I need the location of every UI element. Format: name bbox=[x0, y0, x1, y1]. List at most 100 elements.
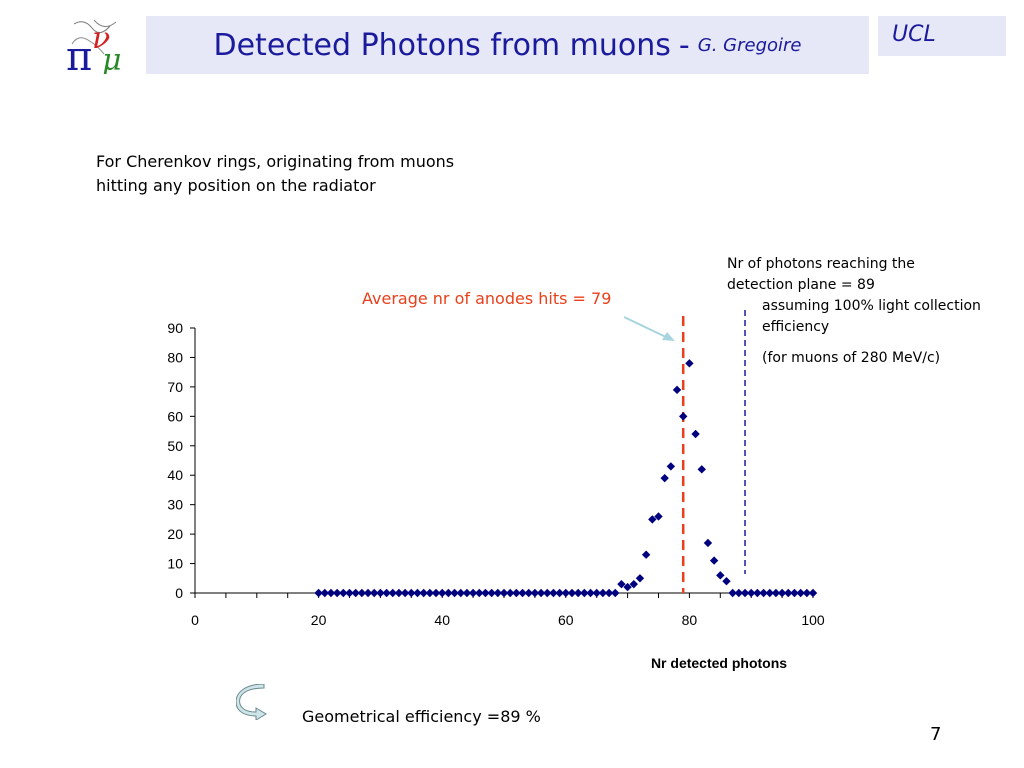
data-point bbox=[413, 588, 422, 598]
geometrical-efficiency: Geometrical efficiency =89 % bbox=[302, 707, 541, 726]
data-point bbox=[716, 571, 725, 580]
data-point bbox=[759, 588, 768, 598]
x-tick-label: 60 bbox=[558, 612, 574, 628]
x-tick-label: 0 bbox=[191, 612, 199, 628]
data-point bbox=[635, 574, 645, 583]
page-title: Detected Photons from muons bbox=[213, 27, 671, 63]
data-point bbox=[796, 588, 805, 598]
data-point bbox=[468, 588, 478, 598]
data-point bbox=[734, 588, 744, 598]
y-tick-label: 50 bbox=[167, 438, 183, 454]
data-point bbox=[363, 588, 373, 598]
title-banner: Detected Photons from muons - G. Gregoir… bbox=[146, 16, 869, 74]
data-point bbox=[765, 588, 774, 598]
data-point bbox=[425, 588, 435, 598]
data-point bbox=[561, 588, 570, 598]
y-tick-label: 60 bbox=[167, 408, 183, 424]
institution-badge: UCL bbox=[878, 16, 1006, 56]
reference-lines bbox=[681, 310, 746, 593]
data-point bbox=[641, 550, 651, 559]
data-point bbox=[802, 588, 812, 598]
data-point bbox=[617, 579, 626, 589]
data-point bbox=[400, 588, 410, 598]
data-point bbox=[394, 588, 404, 598]
data-point bbox=[512, 588, 521, 598]
x-tick-label: 80 bbox=[682, 612, 698, 628]
data-point bbox=[320, 588, 329, 598]
data-point bbox=[598, 588, 608, 598]
data-point bbox=[691, 429, 700, 439]
curved-arrow-icon[interactable] bbox=[236, 684, 270, 720]
data-point bbox=[666, 462, 676, 471]
data-point bbox=[536, 588, 546, 598]
data-point bbox=[499, 588, 509, 598]
data-point bbox=[475, 588, 484, 598]
data-point bbox=[407, 588, 416, 598]
data-point bbox=[493, 588, 503, 598]
data-point bbox=[524, 588, 533, 598]
data-point bbox=[703, 538, 713, 548]
data-point bbox=[555, 588, 564, 598]
data-point bbox=[740, 588, 750, 598]
y-tick-label: 40 bbox=[167, 467, 183, 483]
y-tick-label: 20 bbox=[167, 526, 183, 542]
data-point bbox=[611, 588, 620, 598]
data-point bbox=[444, 588, 453, 598]
data-point bbox=[654, 512, 663, 521]
svg-text:ν: ν bbox=[92, 21, 110, 56]
svg-text:μ: μ bbox=[102, 43, 122, 74]
y-tick-label: 80 bbox=[167, 349, 183, 365]
data-point bbox=[326, 588, 336, 598]
data-point bbox=[623, 582, 632, 592]
data-point bbox=[419, 588, 428, 598]
data-point bbox=[505, 588, 515, 598]
data-point bbox=[487, 588, 496, 598]
data-point bbox=[388, 588, 397, 598]
y-tick-label: 10 bbox=[167, 556, 183, 572]
chart-axes bbox=[194, 328, 813, 594]
data-point bbox=[784, 588, 793, 598]
description-line: For Cherenkov rings, originating from mu… bbox=[96, 152, 455, 171]
data-point bbox=[530, 588, 540, 598]
data-point bbox=[431, 588, 441, 598]
data-point bbox=[685, 359, 694, 368]
data-point bbox=[586, 588, 595, 598]
note-photons-reaching: Nr of photons reaching the detection pla… bbox=[727, 256, 915, 293]
data-point bbox=[629, 579, 638, 589]
x-tick-label: 40 bbox=[434, 612, 450, 628]
data-point bbox=[747, 588, 756, 598]
data-point bbox=[357, 588, 367, 598]
data-point bbox=[808, 588, 818, 598]
data-point bbox=[549, 588, 558, 598]
data-point bbox=[592, 588, 601, 598]
svg-text:π: π bbox=[66, 34, 92, 74]
data-point bbox=[345, 588, 354, 598]
title-separator: - bbox=[678, 27, 690, 63]
data-point bbox=[518, 588, 527, 598]
average-annotation-arrowhead bbox=[662, 332, 675, 341]
page-number: 7 bbox=[930, 724, 942, 745]
data-point bbox=[382, 588, 391, 598]
data-point bbox=[679, 412, 688, 421]
data-point bbox=[771, 588, 781, 598]
data-point bbox=[351, 588, 360, 598]
note-efficiency-assumption: assuming 100% light collection efficienc… bbox=[762, 298, 981, 335]
data-point bbox=[339, 588, 348, 598]
author-name: G. Gregoire bbox=[697, 34, 802, 56]
pi-nu-mu-logo-icon: π ν μ bbox=[64, 14, 132, 74]
data-point bbox=[672, 385, 682, 395]
y-tick-label: 0 bbox=[175, 585, 183, 601]
description-line: hitting any position on the radiator bbox=[96, 176, 376, 195]
chart-ticks: 0 10 20 30 40 50 60 70 80 90 0 20 40 60 80 100 bbox=[167, 320, 824, 628]
data-point bbox=[376, 588, 385, 598]
y-tick-label: 30 bbox=[167, 497, 183, 513]
data-point bbox=[573, 588, 583, 598]
data-point bbox=[567, 588, 577, 598]
data-point bbox=[481, 588, 490, 598]
data-point bbox=[777, 588, 787, 598]
data-point bbox=[543, 588, 552, 598]
data-point bbox=[722, 577, 731, 586]
data-point bbox=[709, 556, 719, 565]
data-point bbox=[370, 588, 379, 598]
